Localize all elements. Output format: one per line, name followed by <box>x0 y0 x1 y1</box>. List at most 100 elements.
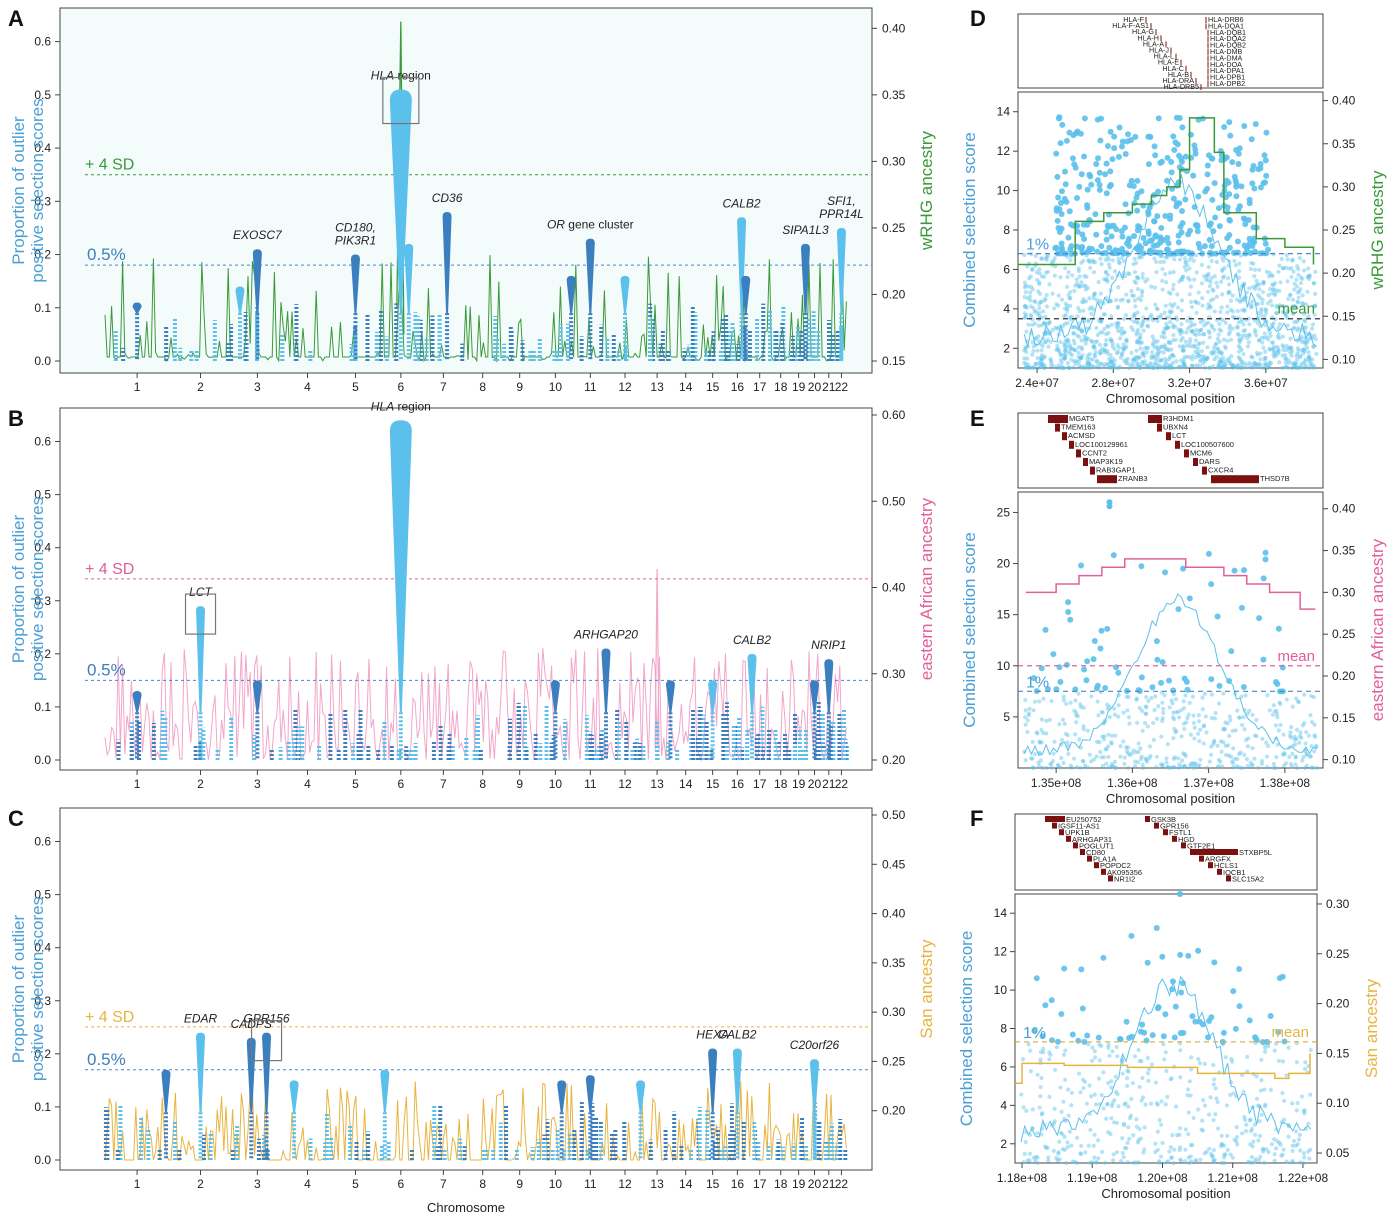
data-point <box>1290 258 1295 263</box>
data-point <box>1193 355 1199 360</box>
data-point <box>1158 349 1163 354</box>
data-point <box>1264 754 1270 759</box>
data-point <box>1035 312 1041 317</box>
panel-F: F EU250752IGSF11-AS1UPK1BARHGAP31POGLUT1C… <box>957 806 1381 1201</box>
data-point <box>1187 227 1194 234</box>
data-point <box>1044 718 1049 723</box>
y2-axis-label: eastern African ancestry <box>917 497 936 680</box>
data-point <box>1188 1154 1193 1159</box>
data-point <box>1236 320 1241 325</box>
data-point <box>1067 616 1074 623</box>
data-point <box>1138 332 1143 337</box>
data-point <box>1181 345 1186 350</box>
data-point <box>1065 1145 1070 1150</box>
data-point <box>1031 1155 1036 1160</box>
data-point <box>1216 332 1221 337</box>
data-point <box>1275 1139 1280 1144</box>
data-point <box>1254 1074 1259 1079</box>
data-point <box>1151 365 1156 370</box>
data-point <box>1144 306 1149 311</box>
data-point <box>1167 705 1172 710</box>
data-point <box>1115 349 1121 354</box>
x-tick-label: 10 <box>549 777 563 791</box>
data-point <box>1287 345 1292 351</box>
peak-bar <box>737 217 747 314</box>
data-point <box>1149 354 1154 359</box>
data-point <box>1175 232 1182 239</box>
data-point <box>1108 364 1113 370</box>
data-point <box>1176 364 1181 369</box>
data-point <box>1136 749 1141 754</box>
data-point <box>1150 334 1155 339</box>
peak-label: SFI1, <box>827 194 856 208</box>
data-point <box>1228 754 1234 759</box>
gene-label: HLA-L <box>1154 52 1174 61</box>
data-point <box>1247 250 1254 257</box>
x-tick-label: 4 <box>304 1177 311 1191</box>
data-point <box>1042 365 1047 371</box>
data-point <box>1270 282 1275 287</box>
data-point <box>1301 317 1307 323</box>
data-point <box>1164 362 1170 368</box>
data-point <box>1262 549 1269 556</box>
y2-tick-label: 0.15 <box>882 354 906 368</box>
data-point <box>1249 354 1254 359</box>
data-point <box>1133 304 1138 309</box>
data-point <box>1216 701 1222 706</box>
data-point <box>1191 258 1197 263</box>
data-point <box>1272 354 1277 359</box>
data-point <box>1138 756 1144 762</box>
data-point <box>1078 284 1083 289</box>
data-point <box>1037 306 1042 311</box>
peak-label: HLA region <box>371 69 431 83</box>
data-point <box>1110 1049 1115 1054</box>
data-point <box>1040 323 1045 328</box>
data-point <box>1294 277 1299 282</box>
data-point <box>1121 346 1126 351</box>
gene-label: TMEM163 <box>1061 423 1096 432</box>
peak-bar <box>708 1048 718 1113</box>
x-tick-label: 4 <box>304 380 311 394</box>
data-point <box>1106 1130 1111 1135</box>
data-point <box>1155 1129 1160 1134</box>
data-point <box>1102 350 1107 355</box>
data-point <box>1027 365 1033 371</box>
data-point <box>1147 134 1154 141</box>
data-point <box>1106 732 1111 737</box>
data-point <box>1305 345 1310 350</box>
y-tick-label: 0.5 <box>34 888 51 902</box>
plot-frame <box>1017 491 1324 769</box>
data-point <box>1037 281 1042 287</box>
data-point <box>1287 754 1292 760</box>
data-point <box>1077 327 1082 332</box>
data-point <box>1163 347 1168 352</box>
data-point <box>1145 323 1150 328</box>
data-point <box>1031 765 1036 770</box>
gene-label: ARHGAP31 <box>1072 835 1112 844</box>
data-point <box>1110 356 1115 361</box>
data-point <box>1305 339 1310 344</box>
data-point <box>1245 1054 1250 1059</box>
data-point <box>1032 752 1038 757</box>
data-point <box>1114 350 1120 356</box>
data-point <box>1279 1153 1284 1158</box>
data-point <box>1149 1062 1155 1067</box>
y-tick-label: 0.0 <box>34 1153 51 1167</box>
data-point <box>1047 1057 1052 1062</box>
data-point <box>1295 351 1300 357</box>
data-point <box>1077 274 1082 279</box>
data-point <box>1181 358 1186 363</box>
gene-label: UBXN4 <box>1163 423 1188 432</box>
data-point <box>1027 706 1032 711</box>
data-point <box>1216 764 1221 769</box>
data-point <box>1076 691 1081 696</box>
data-point <box>1109 761 1115 767</box>
data-point <box>1221 123 1228 130</box>
data-point <box>1174 728 1179 734</box>
data-point <box>1089 338 1094 344</box>
data-point <box>1264 740 1269 745</box>
panel-C: C0.00.10.20.30.40.50.60.200.250.300.350.… <box>8 806 936 1215</box>
data-point <box>1090 357 1095 362</box>
data-point <box>1035 1155 1040 1160</box>
data-point <box>1123 312 1129 318</box>
